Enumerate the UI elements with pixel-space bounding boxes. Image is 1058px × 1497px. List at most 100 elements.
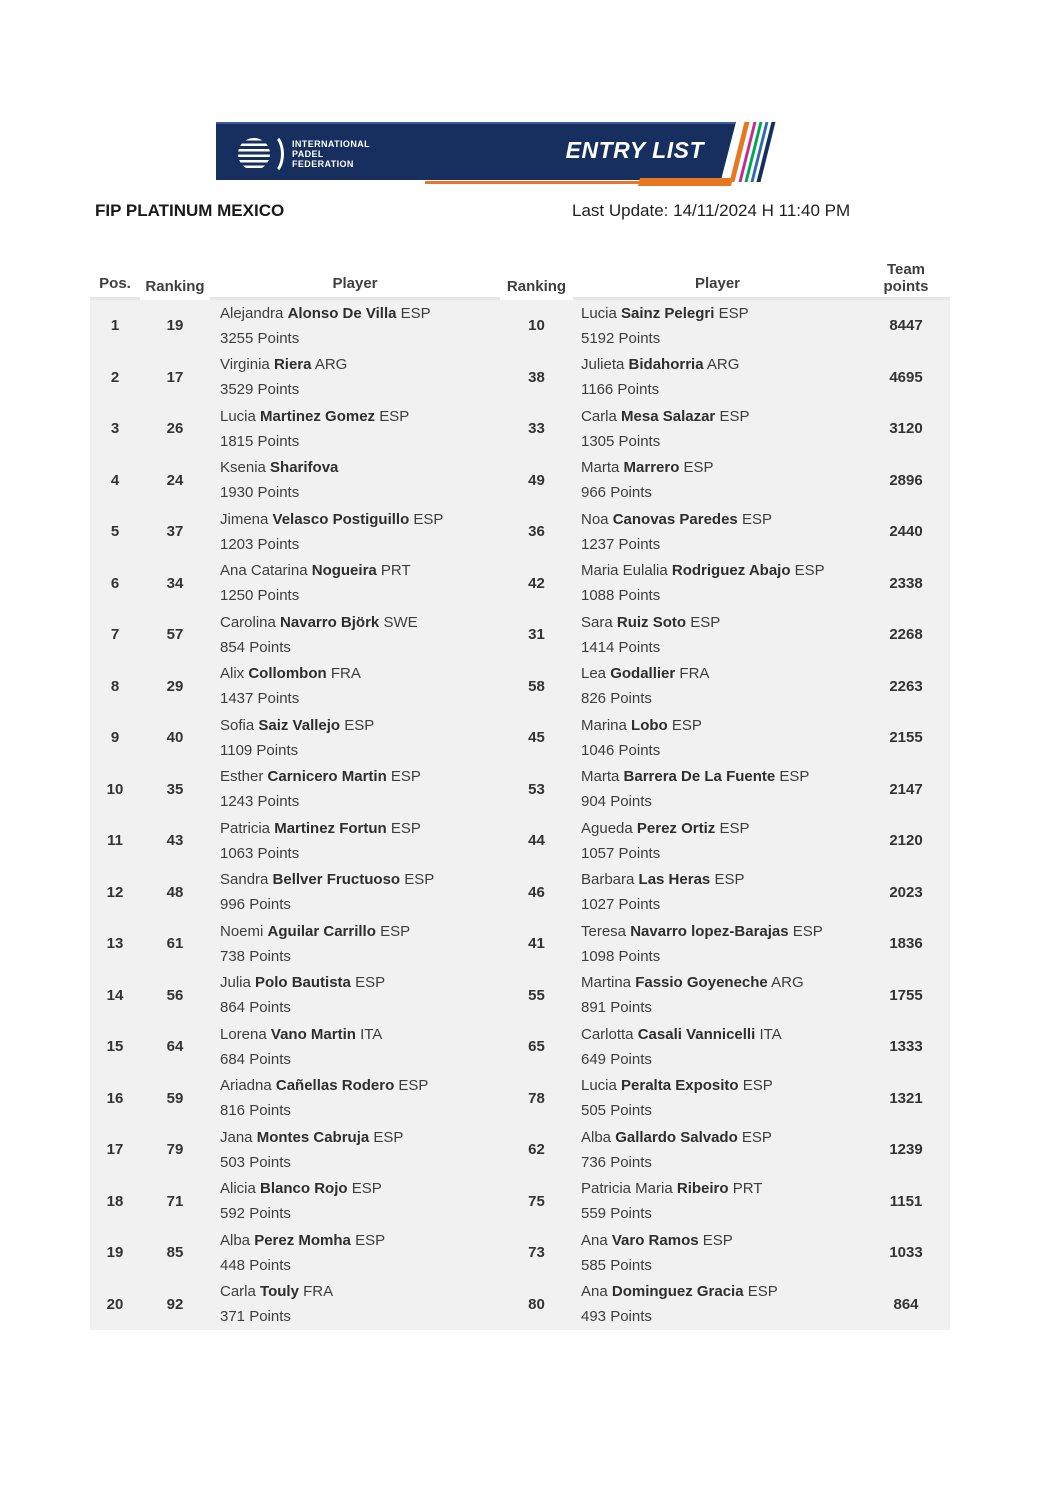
- player-first-name: Lea: [581, 665, 607, 683]
- team-points-value: 1755: [889, 986, 923, 1004]
- player-points-2: 585 Points: [581, 1256, 652, 1274]
- player-last-name: Gallardo Salvado: [615, 1128, 738, 1146]
- player-name-2: Ana Varo Ramos ESP: [581, 1228, 862, 1253]
- player-cell-1: Lucia Martinez Gomez ESP 1815 Points: [210, 403, 500, 455]
- team-points-value: 8447: [889, 317, 923, 335]
- player-first-name: Sandra: [220, 871, 269, 889]
- player-name-1: Lucia Martinez Gomez ESP: [220, 404, 500, 429]
- player-country-code: ARG: [314, 356, 348, 374]
- player-cell-1: Sandra Bellver Fructuoso ESP 996 Points: [210, 867, 500, 919]
- player-country-code: FRA: [679, 665, 710, 683]
- ipf-logo: INTERNATIONAL PADEL FEDERATION: [238, 133, 370, 175]
- player-first-name: Teresa: [581, 922, 627, 940]
- player-country-code: FRA: [303, 1283, 334, 1301]
- player-last-name: Rodriguez Abajo: [671, 562, 791, 580]
- player-country-code: ESP: [794, 562, 825, 580]
- player-first-name: Maria Eulalia: [581, 562, 668, 580]
- player-first-name: Martina: [581, 974, 632, 992]
- ranking-value-1: 26: [166, 420, 184, 438]
- column-header-ranking-2: Ranking: [506, 278, 567, 295]
- player-points-2: 505 Points: [581, 1102, 652, 1120]
- player-cell-2: Agueda Perez Ortiz ESP 1057 Points: [573, 815, 862, 867]
- column-header-pos: Pos.: [90, 252, 140, 300]
- player-last-name: Sainz Pelegri: [621, 304, 715, 322]
- player-points-2: 736 Points: [581, 1153, 652, 1171]
- player-last-name: Varo Ramos: [611, 1231, 699, 1249]
- player-last-name: Fassio Goyeneche: [635, 974, 768, 992]
- player-last-name: Aguilar Carrillo: [267, 922, 376, 940]
- player-first-name: Sara: [581, 613, 613, 631]
- ranking-value-1: 71: [166, 1192, 184, 1210]
- ipf-logo-text: INTERNATIONAL PADEL FEDERATION: [292, 139, 370, 169]
- table-row: 6 34 Ana Catarina Nogueira PRT 1250 Poin…: [90, 558, 950, 610]
- player-name-1: Alix Collombon FRA: [220, 661, 500, 686]
- column-header-player-2: Player: [573, 252, 862, 300]
- banner-navy-bar: INTERNATIONAL PADEL FEDERATION ENTRY LIS…: [216, 122, 736, 180]
- logo-line-2: PADEL: [292, 149, 324, 159]
- team-points-value: 2896: [889, 471, 923, 489]
- team-points-value: 2147: [889, 780, 923, 798]
- player-first-name: Julieta: [581, 356, 625, 374]
- player-last-name: Riera: [273, 356, 312, 374]
- position-value: 4: [110, 471, 120, 489]
- ranking-value-1: 43: [166, 832, 184, 850]
- player-points-1: 1250 Points: [220, 587, 300, 605]
- player-first-name: Jimena: [220, 510, 269, 528]
- ranking-value-2: 73: [528, 1244, 545, 1262]
- player-name-1: Julia Polo Bautista ESP: [220, 970, 500, 995]
- position-value: 15: [106, 1038, 124, 1056]
- team-points-value: 4695: [889, 368, 923, 386]
- player-points-1: 1815 Points: [220, 432, 300, 450]
- player-name-1: Lorena Vano Martin ITA: [220, 1022, 500, 1047]
- ranking-value-2: 46: [528, 883, 545, 901]
- team-points-value: 1033: [889, 1244, 923, 1262]
- player-points-1: 996 Points: [220, 896, 291, 914]
- player-first-name: Agueda: [581, 819, 633, 837]
- player-country-code: ESP: [404, 871, 435, 889]
- player-country-code: ESP: [719, 407, 750, 425]
- player-points-1: 371 Points: [220, 1308, 291, 1326]
- player-name-2: Carla Mesa Salazar ESP: [581, 404, 862, 429]
- player-last-name: Bidahorria: [628, 356, 704, 374]
- ranking-value-2: 36: [528, 523, 545, 541]
- table-row: 11 43 Patricia Martinez Fortun ESP 1063 …: [90, 815, 950, 867]
- player-last-name: Cañellas Rodero: [275, 1077, 395, 1095]
- player-country-code: ESP: [380, 922, 411, 940]
- player-country-code: ESP: [683, 459, 714, 477]
- player-cell-2: Lucia Sainz Pelegri ESP 5192 Points: [573, 300, 862, 352]
- player-country-code: ITA: [360, 1025, 383, 1043]
- ranking-value-2: 62: [528, 1141, 545, 1159]
- table-row: 17 79 Jana Montes Cabruja ESP 503 Points…: [90, 1124, 950, 1176]
- player-first-name: Carolina: [220, 613, 276, 631]
- ranking-value-1: 64: [166, 1038, 184, 1056]
- position-value: 5: [110, 523, 120, 541]
- player-country-code: PRT: [732, 1180, 763, 1198]
- player-cell-2: Lea Godallier FRA 826 Points: [573, 661, 862, 713]
- player-last-name: Canovas Paredes: [612, 510, 738, 528]
- table-row: 1 19 Alejandra Alonso De Villa ESP 3255 …: [90, 300, 950, 352]
- ranking-value-1: 92: [166, 1295, 184, 1313]
- player-last-name: Perez Momha: [254, 1231, 351, 1249]
- position-value: 7: [110, 626, 120, 644]
- player-cell-2: Ana Dominguez Gracia ESP 493 Points: [573, 1279, 862, 1331]
- table-row: 4 24 Ksenia Sharifova 1930 Points 49 Mar…: [90, 455, 950, 507]
- player-name-1: Jimena Velasco Postiguillo ESP: [220, 507, 500, 532]
- player-name-1: Ana Catarina Nogueira PRT: [220, 558, 500, 583]
- player-country-code: ESP: [792, 922, 823, 940]
- player-points-1: 592 Points: [220, 1205, 291, 1223]
- player-last-name: Casali Vannicelli: [637, 1025, 756, 1043]
- orange-underline-thin: [425, 181, 641, 184]
- ranking-value-1: 17: [166, 368, 184, 386]
- player-cell-2: Julieta Bidahorria ARG 1166 Points: [573, 352, 862, 404]
- player-name-2: Alba Gallardo Salvado ESP: [581, 1125, 862, 1150]
- player-cell-1: Ana Catarina Nogueira PRT 1250 Points: [210, 558, 500, 610]
- player-points-1: 1243 Points: [220, 793, 300, 811]
- player-country-code: ESP: [355, 974, 386, 992]
- team-points-value: 1836: [889, 935, 923, 953]
- player-country-code: ESP: [742, 1077, 773, 1095]
- player-last-name: Nogueira: [311, 562, 377, 580]
- player-last-name: Bellver Fructuoso: [272, 871, 401, 889]
- player-last-name: Dominguez Gracia: [611, 1283, 744, 1301]
- player-cell-1: Carolina Navarro Björk SWE 854 Points: [210, 609, 500, 661]
- team-points-value: 3120: [889, 420, 923, 438]
